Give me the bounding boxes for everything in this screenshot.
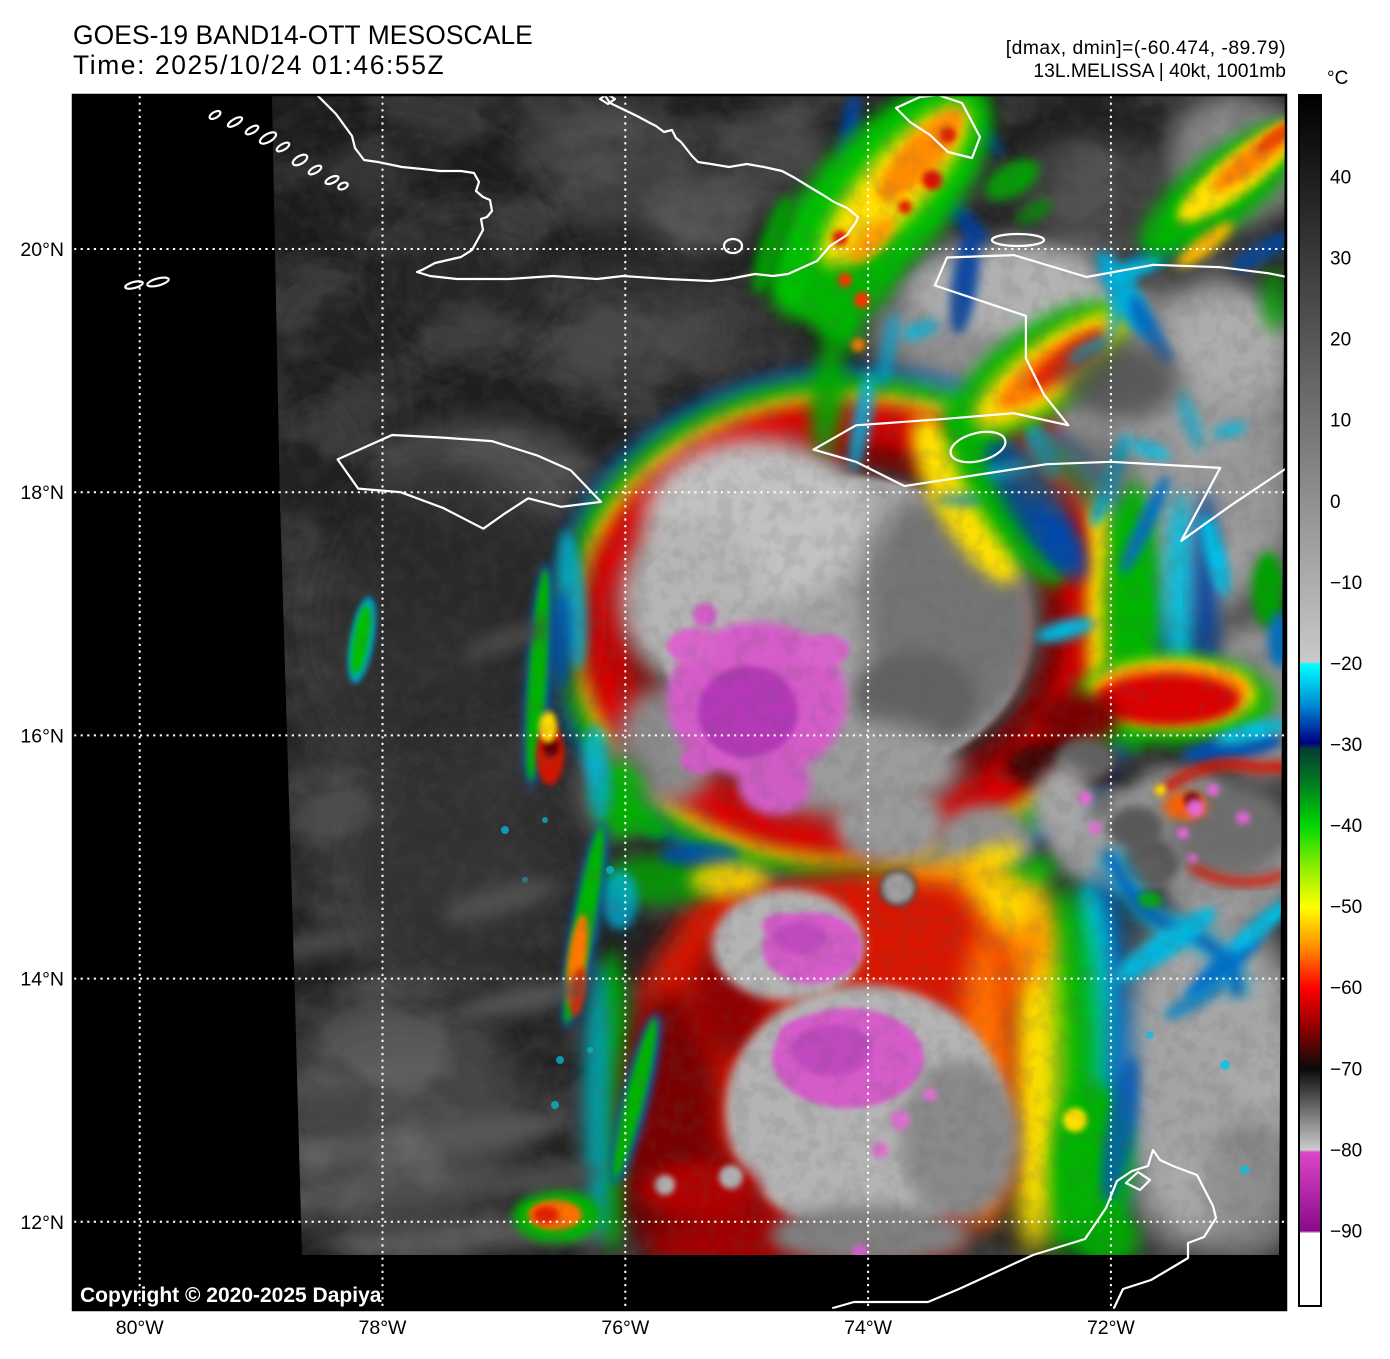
svg-text:GOES-19 BAND14-OTT MESOSCALE: GOES-19 BAND14-OTT MESOSCALE (73, 20, 533, 50)
svg-text:40: 40 (1330, 168, 1351, 189)
svg-text:−90: −90 (1330, 1221, 1362, 1242)
svg-text:13L.MELISSA | 40kt, 1001mb: 13L.MELISSA | 40kt, 1001mb (1033, 61, 1286, 82)
svg-text:18°N: 18°N (20, 482, 64, 504)
svg-text:°C: °C (1327, 68, 1348, 89)
svg-text:20°N: 20°N (20, 239, 64, 261)
svg-text:14°N: 14°N (20, 969, 64, 991)
svg-text:Time: 2025/10/24 01:46:55Z: Time: 2025/10/24 01:46:55Z (73, 50, 445, 80)
svg-text:80°W: 80°W (116, 1317, 164, 1339)
svg-text:10: 10 (1330, 411, 1351, 432)
svg-text:72°W: 72°W (1087, 1317, 1135, 1339)
svg-text:−30: −30 (1330, 735, 1362, 756)
svg-text:−40: −40 (1330, 816, 1362, 837)
svg-text:−60: −60 (1330, 978, 1362, 999)
svg-text:16°N: 16°N (20, 725, 64, 747)
svg-text:30: 30 (1330, 249, 1351, 270)
svg-text:−10: −10 (1330, 573, 1362, 594)
svg-text:[dmax, dmin]=(-60.474, -89.79): [dmax, dmin]=(-60.474, -89.79) (1006, 38, 1286, 59)
svg-text:Copyright © 2020-2025 Dapiya: Copyright © 2020-2025 Dapiya (80, 1284, 382, 1307)
svg-text:0: 0 (1330, 492, 1341, 513)
svg-text:76°W: 76°W (601, 1317, 649, 1339)
svg-text:−50: −50 (1330, 897, 1362, 918)
svg-text:−70: −70 (1330, 1059, 1362, 1080)
svg-text:20: 20 (1330, 330, 1351, 351)
svg-text:−80: −80 (1330, 1140, 1362, 1161)
svg-text:74°W: 74°W (844, 1317, 892, 1339)
svg-text:78°W: 78°W (359, 1317, 407, 1339)
svg-text:12°N: 12°N (20, 1212, 64, 1234)
svg-text:−20: −20 (1330, 654, 1362, 675)
